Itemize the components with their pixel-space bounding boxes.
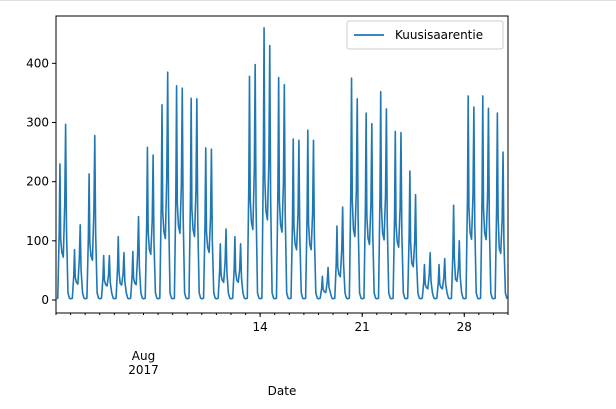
y-tick-label: 400 [26, 56, 49, 70]
x-axis-label: Date [268, 384, 297, 398]
legend: Kuusisaarentie [346, 20, 504, 50]
plot-area-frame [55, 15, 509, 314]
series-layer [55, 27, 509, 300]
x-month-label: Aug [132, 349, 155, 363]
x-tick-label: 14 [252, 320, 267, 334]
y-tick-label: 200 [26, 175, 49, 189]
y-tick-label: 100 [26, 234, 49, 248]
legend-label: Kuusisaarentie [395, 28, 483, 42]
y-axis: 0 100 200 300 400 [26, 56, 56, 307]
output-top-rule [0, 0, 616, 1]
x-tick-label: 21 [355, 320, 370, 334]
legend-box [346, 20, 504, 50]
x-year-label: 2017 [128, 363, 159, 377]
series-line [55, 27, 509, 300]
y-tick-label: 0 [41, 293, 49, 307]
x-tick-label: 28 [457, 320, 472, 334]
y-tick-label: 300 [26, 115, 49, 129]
